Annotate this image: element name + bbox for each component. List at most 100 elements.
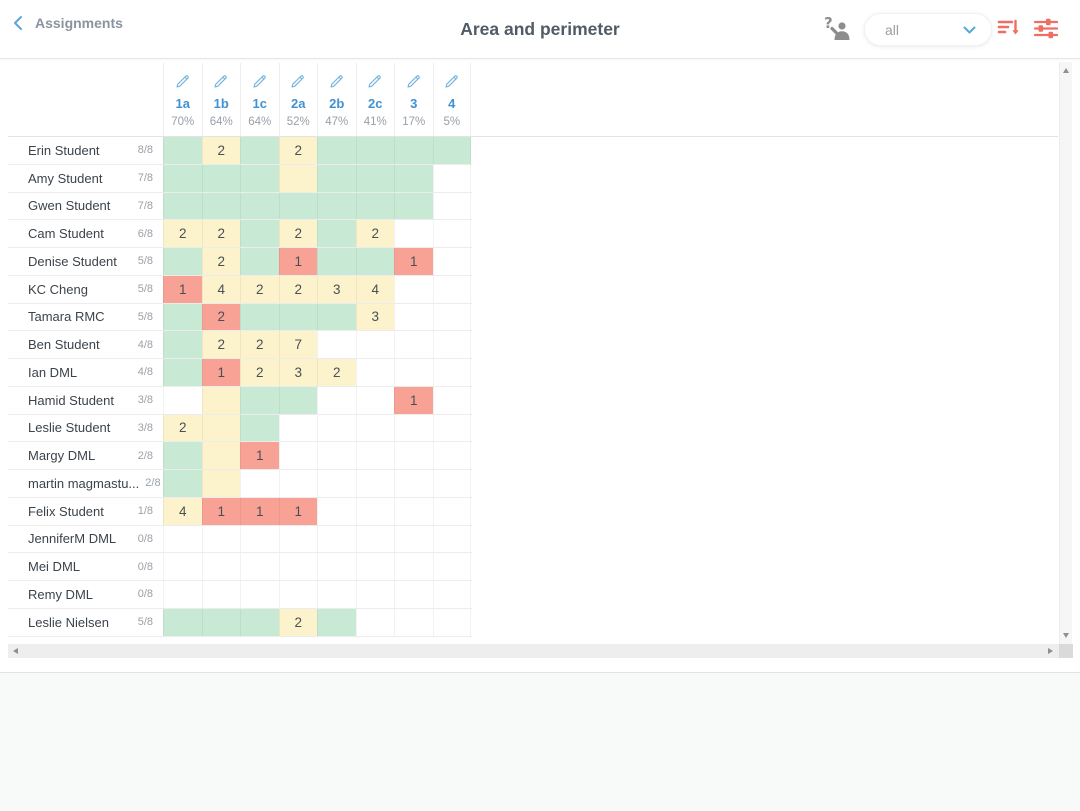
grade-cell[interactable] — [240, 581, 279, 608]
grade-cell[interactable] — [278, 442, 317, 469]
grade-cell[interactable] — [432, 137, 471, 164]
grade-cell[interactable] — [201, 553, 240, 580]
back-button[interactable]: Assignments — [12, 15, 123, 31]
grade-cell[interactable] — [240, 220, 279, 247]
grade-cell[interactable] — [240, 192, 279, 220]
grade-cell[interactable] — [278, 192, 317, 220]
grade-cell[interactable] — [201, 525, 240, 553]
grade-cell[interactable] — [432, 386, 471, 414]
grade-cell[interactable] — [432, 414, 471, 442]
grade-cell[interactable] — [240, 608, 279, 636]
scroll-up-arrow[interactable] — [1063, 68, 1069, 73]
scroll-right-arrow[interactable] — [1048, 647, 1053, 654]
student-row[interactable]: Gwen Student 7/8 — [8, 192, 472, 221]
grade-cell[interactable] — [278, 553, 317, 580]
grade-cell[interactable] — [355, 331, 394, 358]
grade-cell[interactable] — [394, 192, 433, 220]
grade-cell[interactable]: 2 — [201, 331, 240, 358]
grade-cell[interactable]: 1 — [278, 248, 317, 275]
scroll-down-arrow[interactable] — [1063, 633, 1069, 638]
grade-cell[interactable] — [317, 553, 356, 580]
grade-cell[interactable] — [394, 303, 433, 331]
column-header-3[interactable]: 3 17% — [394, 63, 433, 136]
grade-cell[interactable]: 4 — [355, 275, 394, 303]
grade-cell[interactable] — [394, 581, 433, 608]
grade-cell[interactable]: 2 — [317, 359, 356, 386]
grade-cell[interactable]: 1 — [201, 497, 240, 525]
grade-cell[interactable] — [394, 553, 433, 580]
student-row[interactable]: Felix Student 1/8 4 1 1 1 — [8, 497, 472, 526]
grade-cell[interactable]: 1 — [163, 275, 202, 303]
grade-cell[interactable] — [317, 608, 356, 636]
grade-cell[interactable] — [163, 442, 202, 469]
student-row[interactable]: Hamid Student 3/8 1 — [8, 386, 472, 415]
grade-cell[interactable] — [355, 164, 394, 192]
grade-cell[interactable]: 1 — [278, 497, 317, 525]
grade-cell[interactable]: 2 — [278, 137, 317, 164]
student-row[interactable]: Margy DML 2/8 1 — [8, 442, 472, 470]
grade-cell[interactable] — [278, 525, 317, 553]
grade-cell[interactable] — [394, 137, 433, 164]
student-row[interactable]: Erin Student 8/8 2 2 — [8, 137, 472, 165]
grade-cell[interactable] — [355, 192, 394, 220]
student-row[interactable]: Denise Student 5/8 2 1 1 — [8, 248, 472, 276]
grade-cell[interactable] — [432, 470, 471, 497]
grade-cell[interactable]: 3 — [278, 359, 317, 386]
grade-cell[interactable] — [278, 470, 317, 497]
grade-cell[interactable] — [240, 553, 279, 580]
grade-cell[interactable] — [394, 331, 433, 358]
grade-cell[interactable] — [317, 581, 356, 608]
grade-cell[interactable]: 4 — [201, 275, 240, 303]
grade-cell[interactable] — [240, 386, 279, 414]
grade-cell[interactable]: 2 — [278, 275, 317, 303]
grade-cell[interactable] — [355, 442, 394, 469]
vertical-scrollbar[interactable] — [1059, 62, 1072, 644]
grade-cell[interactable] — [394, 442, 433, 469]
grade-cell[interactable] — [278, 303, 317, 331]
grade-cell[interactable] — [240, 414, 279, 442]
grade-cell[interactable] — [355, 553, 394, 580]
grade-cell[interactable] — [355, 470, 394, 497]
grade-cell[interactable] — [317, 442, 356, 469]
grade-cell[interactable] — [355, 386, 394, 414]
grade-cell[interactable] — [163, 137, 202, 164]
grade-cell[interactable] — [163, 525, 202, 553]
grade-cell[interactable] — [432, 275, 471, 303]
grade-cell[interactable] — [163, 608, 202, 636]
grade-cell[interactable] — [394, 608, 433, 636]
column-header-2c[interactable]: 2c 41% — [355, 63, 395, 136]
grade-cell[interactable] — [432, 359, 471, 386]
grade-cell[interactable] — [355, 414, 394, 442]
grade-cell[interactable] — [163, 303, 202, 331]
grade-cell[interactable] — [240, 164, 279, 192]
grade-cell[interactable] — [394, 414, 433, 442]
grade-cell[interactable]: 1 — [240, 442, 279, 469]
grade-cell[interactable] — [394, 497, 433, 525]
grade-cell[interactable] — [317, 470, 356, 497]
filter-sliders-icon[interactable] — [1034, 17, 1058, 40]
grade-cell[interactable] — [432, 164, 471, 192]
grade-cell[interactable] — [394, 164, 433, 192]
grade-cell[interactable] — [317, 248, 356, 275]
grade-cell[interactable] — [163, 386, 202, 414]
filter-dropdown[interactable]: all — [864, 13, 992, 46]
grade-cell[interactable] — [432, 248, 471, 275]
grade-cell[interactable]: 2 — [240, 275, 279, 303]
grade-cell[interactable] — [355, 359, 394, 386]
grade-cell[interactable] — [432, 525, 471, 553]
grade-cell[interactable]: 2 — [278, 220, 317, 247]
grade-cell[interactable] — [317, 164, 356, 192]
grade-cell[interactable] — [355, 581, 394, 608]
grade-cell[interactable]: 1 — [201, 359, 240, 386]
student-row[interactable]: JenniferM DML 0/8 — [8, 525, 472, 554]
grade-cell[interactable] — [163, 331, 202, 358]
grade-cell[interactable] — [355, 137, 394, 164]
horizontal-scrollbar[interactable] — [8, 644, 1059, 658]
grade-cell[interactable]: 2 — [240, 359, 279, 386]
grade-cell[interactable] — [278, 386, 317, 414]
grade-cell[interactable] — [394, 220, 433, 247]
grade-cell[interactable] — [317, 386, 356, 414]
grade-cell[interactable]: 2 — [201, 137, 240, 164]
grade-cell[interactable] — [432, 220, 471, 247]
grade-cell[interactable] — [201, 581, 240, 608]
